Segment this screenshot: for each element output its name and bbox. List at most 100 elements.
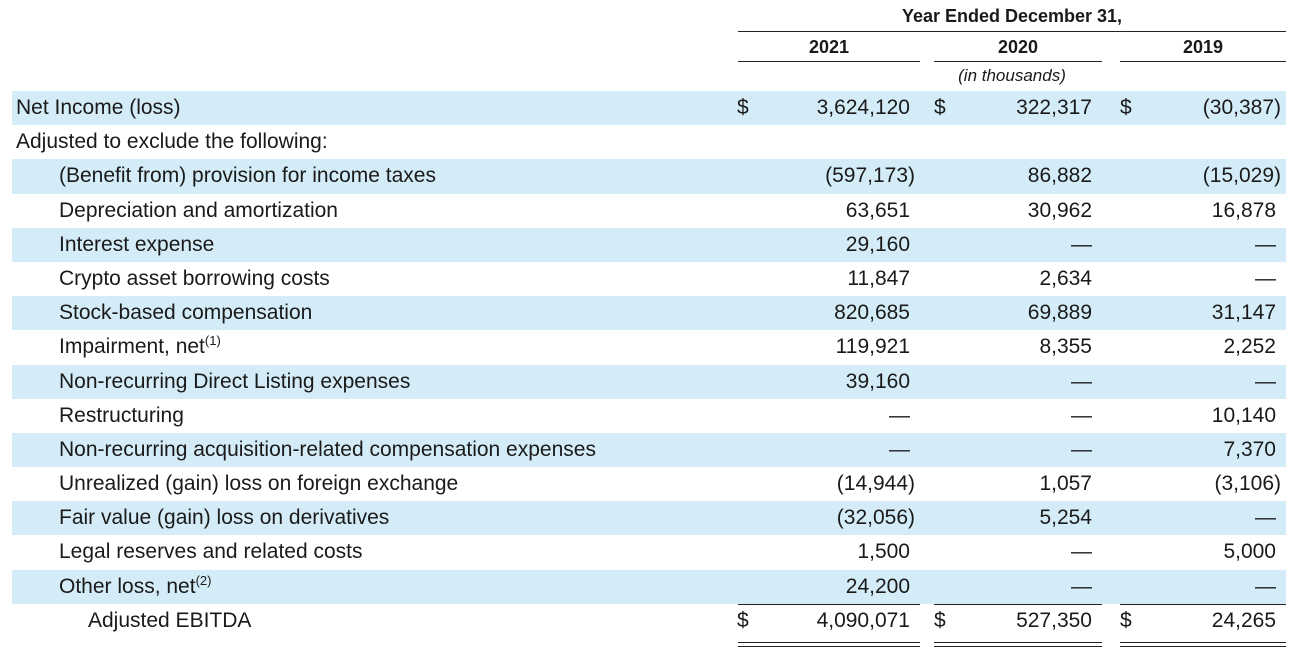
- value-2019: —: [1255, 369, 1276, 393]
- value-2021: 63,651: [845, 198, 910, 222]
- row-interest-expense: Interest expense 29,160 — —: [12, 227, 1286, 262]
- value-2020: —: [1071, 540, 1092, 564]
- value-2019: (3,106): [1214, 472, 1281, 496]
- value-2021: 119,921: [835, 335, 910, 359]
- total-rule-2020: [934, 604, 1102, 605]
- value-2019: (30,387): [1202, 96, 1281, 119]
- value-2019: (15,029): [1202, 164, 1281, 188]
- value-2020: 5,254: [1039, 506, 1092, 530]
- row-label-text: Adjusted EBITDA: [88, 608, 252, 632]
- unit-note: (in thousands): [958, 66, 1066, 85]
- row-label-text: Non-recurring Direct Listing expenses: [59, 369, 411, 393]
- dollar-sign-2019: $: [1120, 608, 1132, 632]
- value-2019: —: [1255, 232, 1276, 256]
- value-2020: 8,355: [1039, 335, 1092, 359]
- row-unrealized-gain-loss-on-foreign-exchange: Unrealized (gain) loss on foreign exchan…: [12, 467, 1286, 501]
- value-2019: 2,252: [1223, 335, 1276, 359]
- value-2019: 16,878: [1211, 198, 1276, 222]
- value-2020: —: [1071, 437, 1092, 461]
- row-label-text: Crypto asset borrowing costs: [59, 266, 330, 290]
- value-2021: 820,685: [834, 301, 910, 325]
- value-2020: 69,889: [1027, 301, 1092, 325]
- total-rule-2019: [1120, 604, 1286, 605]
- year-rule-2020: [934, 61, 1102, 62]
- value-2021: 3,624,120: [816, 96, 910, 119]
- row-stock-based-compensation: Stock-based compensation 820,685 69,889 31,…: [12, 296, 1286, 331]
- value-2020: 527,350: [1016, 608, 1092, 632]
- value-2020: 30,962: [1027, 198, 1092, 222]
- value-2020: —: [1071, 369, 1092, 393]
- row-label: Legal reserves and related costs: [59, 535, 363, 569]
- row-other-loss-net: Other loss, net(2) 24,200 — —: [12, 569, 1286, 604]
- double-rule-2019: [1120, 642, 1286, 647]
- dollar-sign-2021: $: [737, 96, 749, 119]
- dollar-sign-2021: $: [737, 608, 749, 632]
- row-label-text: Legal reserves and related costs: [59, 540, 363, 564]
- year-2019-header: 2019: [1182, 37, 1224, 57]
- dollar-sign-2020: $: [934, 96, 946, 119]
- row-label-text: Restructuring: [59, 403, 184, 427]
- double-rule-2021: [738, 642, 920, 647]
- value-2021: 1,500: [857, 540, 910, 564]
- row-adjusted-to-exclude-the-following: Adjusted to exclude the following:: [12, 125, 1286, 159]
- value-2020: —: [1071, 403, 1092, 427]
- year-2021-header: 2021: [808, 37, 850, 57]
- value-2021: 29,160: [845, 232, 910, 256]
- row-label-text: Net Income (loss): [16, 96, 181, 119]
- value-2020: 2,634: [1039, 266, 1092, 290]
- row-label: Other loss, net(2): [59, 570, 211, 604]
- value-2021: —: [889, 403, 910, 427]
- row-label: (Benefit from) provision for income taxe…: [59, 159, 436, 193]
- value-2020: 322,317: [1016, 96, 1092, 119]
- row-legal-reserves-and-related-costs: Legal reserves and related costs 1,500 — 5,…: [12, 535, 1286, 569]
- footnote-marker: (1): [204, 333, 221, 349]
- value-2021: (597,173): [825, 164, 915, 188]
- row-label: Interest expense: [59, 228, 214, 262]
- row-label-text: Interest expense: [59, 232, 215, 256]
- dollar-sign-2020: $: [934, 608, 946, 632]
- period-header-rule: [738, 31, 1286, 32]
- row-label: Net Income (loss): [16, 91, 181, 125]
- value-2021: (32,056): [836, 506, 915, 530]
- row-label-text: Stock-based compensation: [59, 301, 313, 325]
- row-label-text: Depreciation and amortization: [59, 198, 338, 222]
- row-non-recurring-direct-listing-expenses: Non-recurring Direct Listing expenses 39,…: [12, 364, 1286, 399]
- row-restructuring: Restructuring — — 10,140: [12, 399, 1286, 433]
- row-impairment-net: Impairment, net(1) 119,921 8,355 2,252: [12, 330, 1286, 364]
- row-label-text: Non-recurring acquisition-related compen…: [59, 437, 596, 461]
- row-label: Unrealized (gain) loss on foreign exchan…: [59, 467, 458, 501]
- ebitda-table-body: Net Income (loss) $ $ $3,624,120 322,317 (30,…: [12, 91, 1286, 638]
- value-2021: —: [889, 437, 910, 461]
- row-label: Non-recurring acquisition-related compen…: [59, 433, 596, 467]
- row-label: Adjusted to exclude the following:: [16, 125, 328, 159]
- value-2021: 24,200: [845, 574, 910, 598]
- value-2021: (14,944): [836, 472, 915, 496]
- value-2019: 10,140: [1211, 403, 1276, 427]
- row-label: Impairment, net(1): [59, 330, 221, 364]
- row-benefit-from-provision-for-income-taxes: (Benefit from) provision for income taxe…: [12, 159, 1286, 194]
- value-2020: 86,882: [1027, 164, 1092, 188]
- row-label-text: (Benefit from) provision for income taxe…: [59, 164, 436, 188]
- row-label: Fair value (gain) loss on derivatives: [59, 501, 389, 535]
- row-adjusted-ebitda: Adjusted EBITDA $ $ $4,090,071 527,350 24,265: [12, 604, 1286, 638]
- row-label-text: Adjusted to exclude the following:: [16, 130, 328, 154]
- period-header: Year Ended December 31,: [901, 6, 1123, 26]
- row-non-recurring-acquisition-related-compensation-expenses: Non-recurring acquisition-related compen…: [12, 432, 1286, 468]
- row-label: Non-recurring Direct Listing expenses: [59, 365, 410, 399]
- row-label-text: Other loss, net: [59, 574, 196, 598]
- year-2020-header: 2020: [997, 37, 1039, 57]
- value-2019: —: [1255, 506, 1276, 530]
- value-2020: —: [1071, 574, 1092, 598]
- row-net-income-loss: Net Income (loss) $ $ $3,624,120 322,317 (30,…: [12, 91, 1286, 126]
- value-2020: —: [1071, 232, 1092, 256]
- footnote-marker: (2): [195, 572, 212, 588]
- row-crypto-asset-borrowing-costs: Crypto asset borrowing costs 11,847 2,634 —: [12, 262, 1286, 296]
- value-2021: 4,090,071: [816, 608, 910, 632]
- dollar-sign-2019: $: [1120, 96, 1132, 119]
- value-2019: —: [1255, 266, 1276, 290]
- total-rule-2021: [738, 604, 920, 605]
- row-label: Adjusted EBITDA: [88, 604, 251, 638]
- row-label-text: Impairment, net: [59, 335, 205, 359]
- row-label: Restructuring: [59, 399, 184, 433]
- row-label: Depreciation and amortization: [59, 194, 338, 228]
